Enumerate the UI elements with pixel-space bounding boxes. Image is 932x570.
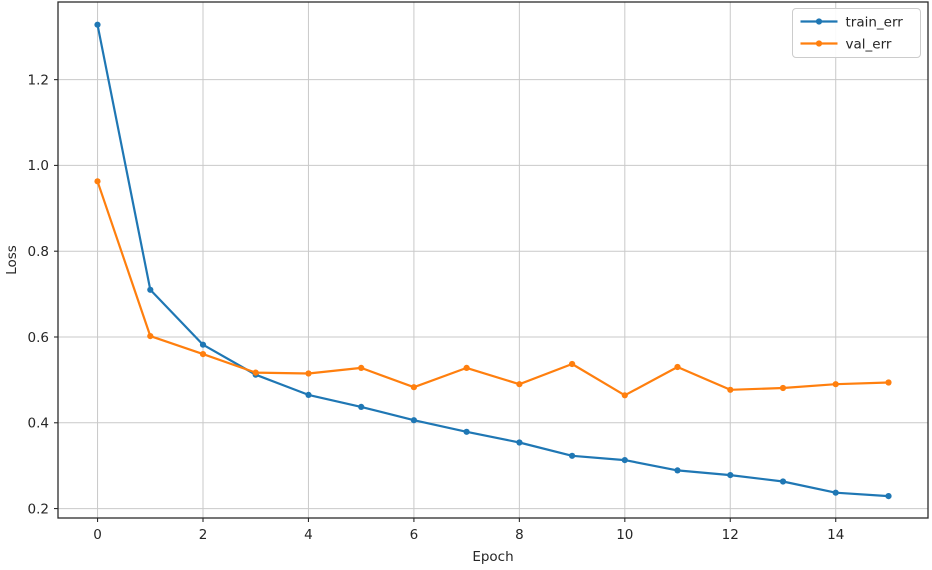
legend: train_err val_err: [792, 8, 921, 58]
x-tick-label: 6: [410, 527, 419, 543]
marker-train_err: [305, 391, 312, 398]
legend-label-train_err: train_err: [846, 14, 904, 30]
marker-train_err: [779, 478, 787, 485]
y-tick-label: 1.0: [28, 158, 49, 174]
marker-train_err: [94, 21, 101, 28]
marker-val_err: [199, 351, 207, 358]
legend-marker-dot: [815, 18, 823, 25]
marker-val_err: [674, 363, 681, 371]
marker-val_err: [147, 333, 154, 340]
marker-val_err: [358, 364, 365, 371]
marker-train_err: [727, 472, 734, 479]
x-axis-label: Epoch: [472, 549, 513, 565]
marker-val_err: [832, 381, 839, 388]
grid-layer: [58, 2, 928, 518]
x-tick-label: 10: [616, 527, 633, 543]
marker-train_err: [621, 457, 628, 464]
marker-train_err: [147, 286, 154, 293]
y-tick-label: 0.2: [28, 501, 49, 517]
marker-val_err: [516, 381, 523, 388]
marker-val_err: [252, 369, 259, 376]
legend-item-val_err: val_err: [800, 36, 892, 52]
y-tick-label: 0.6: [28, 330, 49, 346]
marker-train_err: [199, 341, 207, 348]
plot-border: [57, 1, 929, 519]
marker-train_err: [516, 439, 523, 446]
marker-val_err: [569, 360, 576, 368]
y-tick-label: 0.4: [28, 416, 49, 432]
x-tick-label: 4: [304, 527, 313, 543]
marker-train_err: [832, 489, 839, 496]
marker-val_err: [885, 379, 892, 386]
y-tick-label: 0.8: [28, 244, 49, 260]
marker-train_err: [569, 452, 576, 459]
y-axis-label: Loss: [4, 245, 20, 275]
marker-val_err: [779, 384, 787, 392]
marker-val_err: [621, 392, 628, 399]
marker-train_err: [463, 428, 470, 435]
tick-layer: 0 2 4 6 8 10 12 14 0.2 0.4 0.6 0.8 1.0 1.2: [28, 72, 845, 543]
series-layer: [94, 21, 892, 500]
marker-train_err: [885, 493, 892, 500]
series-line-train_err: [96, 23, 890, 498]
marker-val_err: [305, 370, 312, 377]
marker-val_err: [727, 386, 734, 393]
marker-val_err: [94, 178, 101, 185]
x-tick-label: 12: [722, 527, 739, 543]
x-tick-label: 14: [827, 527, 844, 543]
series-line-val_err: [96, 180, 890, 397]
legend-item-train_err: train_err: [800, 14, 904, 30]
marker-train_err: [674, 467, 681, 474]
marker-val_err: [463, 364, 470, 371]
legend-label-val_err: val_err: [846, 36, 892, 52]
x-tick-label: 0: [93, 527, 102, 543]
marker-train_err: [358, 403, 365, 410]
marker-train_err: [410, 417, 417, 424]
x-tick-label: 8: [515, 527, 524, 543]
x-tick-label: 2: [199, 527, 208, 543]
legend-marker-dot: [815, 40, 823, 47]
marker-val_err: [410, 384, 417, 391]
y-tick-label: 1.2: [28, 72, 49, 88]
